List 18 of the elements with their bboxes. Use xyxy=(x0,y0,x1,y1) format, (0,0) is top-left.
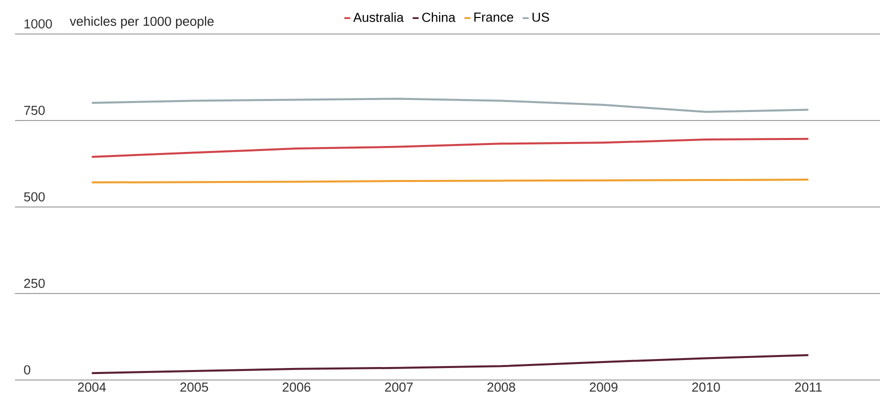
legend-label: China xyxy=(422,12,456,22)
x-tick-label: 2011 xyxy=(795,382,822,392)
x-tick-label: 2006 xyxy=(282,382,310,392)
x-tick-label: 2010 xyxy=(692,382,720,392)
x-tick-label: 2004 xyxy=(78,382,106,392)
legend-label: US xyxy=(532,12,550,22)
x-tick-label: 2007 xyxy=(385,382,413,392)
legend-label: Australia xyxy=(353,12,404,22)
legend-label: France xyxy=(474,12,514,22)
y-tick-label: 500 xyxy=(24,192,45,202)
y-tick-label: 1000 xyxy=(24,19,52,28)
y-tick-label: 750 xyxy=(24,106,45,115)
y-tick-label: 250 xyxy=(24,278,45,288)
x-tick-label: 2008 xyxy=(487,382,516,392)
y-tick-label: 0 xyxy=(24,365,30,374)
x-tick-label: 2005 xyxy=(180,382,208,392)
y-axis-title: vehicles per 1000 people xyxy=(70,16,214,28)
x-tick-label: 2009 xyxy=(590,382,618,392)
